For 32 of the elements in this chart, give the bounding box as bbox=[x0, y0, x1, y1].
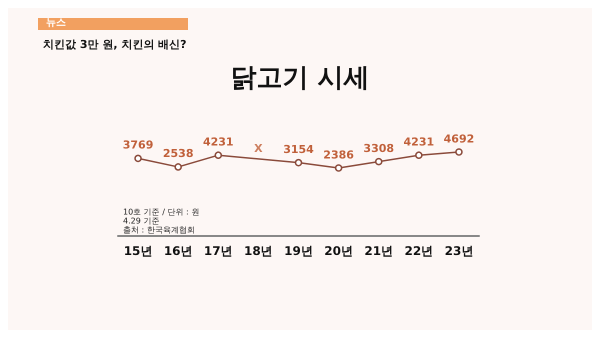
data-label: 4231 bbox=[202, 135, 234, 148]
x-tick-label: 23년 bbox=[444, 244, 474, 258]
data-label: 2538 bbox=[162, 147, 194, 160]
x-tick-label: 15년 bbox=[124, 244, 152, 258]
point bbox=[134, 154, 142, 162]
text: 4.29 기준 bbox=[123, 216, 160, 226]
text: 10호 기준 / 단위 : 원 bbox=[123, 208, 200, 216]
data-label: 4692 bbox=[444, 132, 474, 146]
x-tick-label: 18년 bbox=[244, 244, 273, 258]
annotation: X bbox=[254, 142, 264, 155]
point bbox=[214, 151, 222, 159]
x-tick-label: 16년 bbox=[164, 244, 193, 258]
point bbox=[334, 164, 342, 172]
x-tick-label: 21년 bbox=[364, 244, 394, 258]
x-tick-label: 17년 bbox=[204, 244, 233, 258]
point bbox=[374, 158, 382, 166]
data-label: 4231 bbox=[404, 135, 434, 148]
data-label: 3769 bbox=[122, 138, 154, 152]
chart-title: 닭고기 시세 bbox=[230, 63, 370, 93]
point bbox=[294, 158, 302, 166]
text: 뉴스 bbox=[46, 18, 66, 28]
data-label: 3154 bbox=[283, 142, 314, 156]
point bbox=[415, 151, 423, 159]
x-tick-label: 22년 bbox=[404, 244, 434, 258]
x-tick-label: 19년 bbox=[284, 244, 313, 258]
x-tick-label: 20년 bbox=[324, 244, 353, 258]
chart-subtitle: 치킨값 3만 원, 치킨의 배신? bbox=[43, 38, 187, 51]
source-note: 출처 : 한국육계협회 bbox=[123, 226, 195, 234]
point bbox=[455, 148, 463, 156]
data-label: 2386 bbox=[323, 148, 354, 162]
point bbox=[174, 163, 182, 171]
data-label: 3308 bbox=[363, 142, 394, 155]
